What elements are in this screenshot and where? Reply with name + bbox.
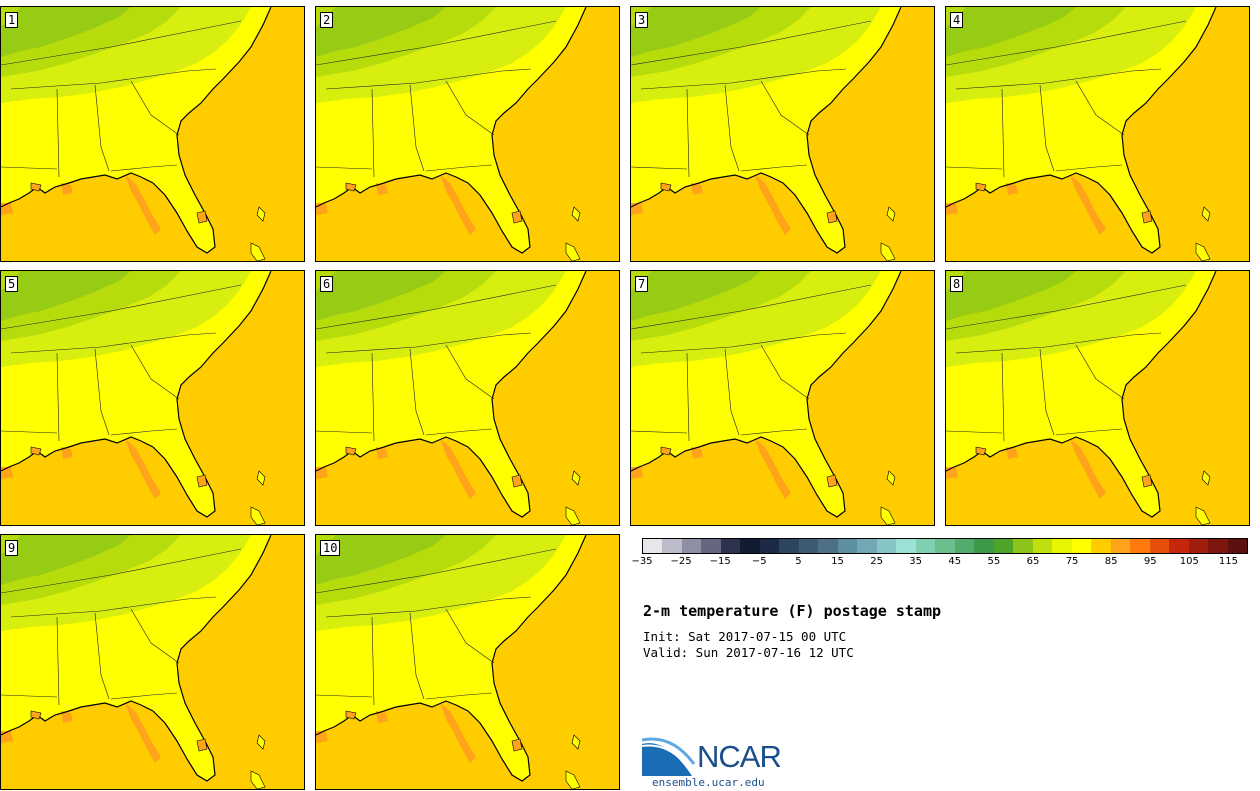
temperature-map bbox=[316, 271, 587, 525]
ensemble-panel-6: 6 bbox=[315, 270, 620, 526]
ncar-logo-icon bbox=[642, 737, 696, 776]
colorbar-swatch bbox=[876, 539, 897, 553]
colorbar-swatch bbox=[857, 539, 877, 553]
colorbar-swatch bbox=[1071, 539, 1092, 553]
colorbar-swatch bbox=[701, 539, 721, 553]
colorbar-tick-label: 25 bbox=[870, 556, 883, 567]
member-label: 10 bbox=[320, 540, 341, 556]
member-label: 3 bbox=[635, 12, 649, 28]
colorbar-swatch bbox=[1227, 539, 1248, 553]
temperature-map bbox=[316, 7, 587, 261]
colorbar-swatch bbox=[1091, 539, 1111, 553]
ensemble-panel-2: 2 bbox=[315, 6, 620, 262]
ensemble-panel-5: 5 bbox=[0, 270, 305, 526]
member-label: 1 bbox=[5, 12, 19, 28]
colorbar-tick-label: −35 bbox=[631, 556, 653, 567]
colorbar-tick-label: −25 bbox=[670, 556, 692, 567]
colorbar-swatch bbox=[1013, 539, 1033, 553]
colorbar-swatch bbox=[1188, 539, 1209, 553]
ensemble-panel-7: 7 bbox=[630, 270, 935, 526]
colorbar-tick-label: 65 bbox=[1026, 556, 1040, 567]
temperature-map bbox=[946, 271, 1217, 525]
temperature-map bbox=[316, 535, 587, 789]
colorbar-swatch bbox=[1208, 539, 1228, 553]
colorbar-ticks: −35 −25 −15 −5 5 15 25 35 45 55 65 75 85 95 105 115 bbox=[631, 556, 1248, 570]
colorbar-swatch bbox=[1052, 539, 1072, 553]
temperature-map bbox=[1, 7, 272, 261]
colorbar-tick-label: 45 bbox=[948, 556, 962, 567]
colorbar-swatch bbox=[1110, 539, 1131, 553]
ensemble-panel-8: 8 bbox=[945, 270, 1250, 526]
member-label: 6 bbox=[320, 276, 334, 292]
colorbar-swatch bbox=[1130, 539, 1150, 553]
colorbar-tick-label: 5 bbox=[795, 556, 802, 567]
member-label: 2 bbox=[320, 12, 334, 28]
temperature-map bbox=[1, 271, 272, 525]
colorbar-swatch bbox=[1149, 539, 1170, 553]
logo-text: NCAR bbox=[697, 739, 782, 774]
colorbar-swatch bbox=[896, 539, 916, 553]
colorbar-swatch bbox=[974, 539, 994, 553]
colorbar-tick-label: 85 bbox=[1104, 556, 1118, 567]
colorbar-swatch bbox=[1169, 539, 1189, 553]
colorbar-tick-label: 115 bbox=[1218, 556, 1238, 567]
temperature-colorbar bbox=[642, 538, 1248, 554]
colorbar-tick-label: −5 bbox=[751, 556, 767, 567]
colorbar-swatch bbox=[915, 539, 936, 553]
colorbar-swatch bbox=[798, 539, 819, 553]
member-label: 7 bbox=[635, 276, 649, 292]
colorbar-swatch bbox=[837, 539, 858, 553]
colorbar-tick-label: 55 bbox=[987, 556, 1001, 567]
colorbar-swatch bbox=[720, 539, 741, 553]
colorbar-tick-label: 15 bbox=[831, 556, 844, 567]
temperature-map bbox=[946, 7, 1217, 261]
colorbar-tick-label: 105 bbox=[1179, 556, 1199, 567]
colorbar-swatch bbox=[954, 539, 975, 553]
temperature-map bbox=[1, 535, 272, 789]
colorbar-swatch bbox=[643, 539, 663, 553]
colorbar-swatch bbox=[993, 539, 1014, 553]
colorbar-swatch bbox=[935, 539, 955, 553]
valid-time: Valid: Sun 2017-07-16 12 UTC bbox=[643, 645, 854, 660]
ensemble-panel-3: 3 bbox=[630, 6, 935, 262]
ensemble-panel-9: 9 bbox=[0, 534, 305, 790]
member-label: 9 bbox=[5, 540, 19, 556]
figure-title: 2-m temperature (F) postage stamp bbox=[643, 602, 942, 620]
ensemble-panel-10: 10 bbox=[315, 534, 620, 790]
colorbar-tick-label: 35 bbox=[909, 556, 923, 567]
colorbar-tick-label: 75 bbox=[1065, 556, 1079, 567]
ensemble-panel-1: 1 bbox=[0, 6, 305, 262]
colorbar-tick-label: 95 bbox=[1143, 556, 1157, 567]
temperature-map bbox=[631, 7, 902, 261]
colorbar-tick-label: −15 bbox=[709, 556, 731, 567]
temperature-map bbox=[631, 271, 902, 525]
colorbar-swatch bbox=[681, 539, 702, 553]
member-label: 5 bbox=[5, 276, 19, 292]
init-time: Init: Sat 2017-07-15 00 UTC bbox=[643, 629, 847, 644]
member-label: 4 bbox=[950, 12, 964, 28]
member-label: 8 bbox=[950, 276, 964, 292]
colorbar-swatch bbox=[740, 539, 760, 553]
colorbar-swatch bbox=[759, 539, 780, 553]
colorbar-swatch bbox=[818, 539, 838, 553]
colorbar-swatch bbox=[779, 539, 799, 553]
colorbar-swatch bbox=[662, 539, 682, 553]
ensemble-panel-4: 4 bbox=[945, 6, 1250, 262]
colorbar-swatch bbox=[1032, 539, 1053, 553]
logo-url: ensemble.ucar.edu bbox=[652, 776, 765, 789]
